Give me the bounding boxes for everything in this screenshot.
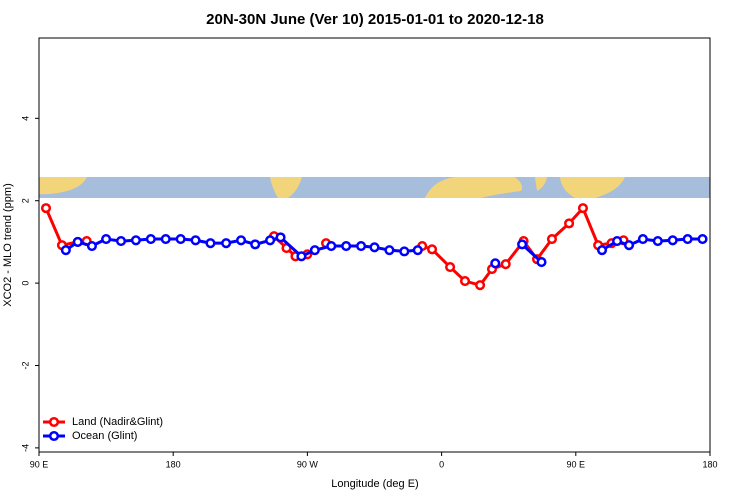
point <box>682 233 693 245</box>
point <box>697 233 708 245</box>
x-tick-label: 180 <box>166 459 181 469</box>
y-tick-label: 4 <box>20 116 30 121</box>
point <box>577 203 589 214</box>
point <box>546 233 557 245</box>
point <box>517 239 528 250</box>
point <box>536 257 547 268</box>
point <box>412 245 423 256</box>
point <box>399 246 410 257</box>
point <box>60 245 71 256</box>
point <box>445 261 456 273</box>
point <box>490 258 501 269</box>
point <box>427 244 438 255</box>
point <box>115 236 127 247</box>
point <box>459 275 471 287</box>
y-tick-label: -2 <box>20 361 30 369</box>
y-axis-label: XCO2 - MLO trend (ppm) <box>2 183 14 306</box>
point <box>309 245 320 256</box>
point <box>145 233 156 245</box>
point <box>384 245 395 256</box>
point <box>235 235 247 246</box>
point <box>596 245 608 256</box>
point <box>101 233 112 245</box>
point <box>40 203 52 214</box>
point <box>356 240 367 252</box>
x-tick-label: 90 E <box>30 459 49 469</box>
point <box>564 218 575 229</box>
point <box>275 232 286 243</box>
legend-marker <box>48 416 60 428</box>
point <box>326 240 337 252</box>
point <box>623 240 635 251</box>
plot-frame <box>38 37 711 453</box>
legend-label: Ocean (Glint) <box>72 430 137 442</box>
point <box>250 239 261 250</box>
chart-title: 20N-30N June (Ver 10) 2015-01-01 to 2020… <box>206 11 544 28</box>
point <box>160 233 171 245</box>
x-tick-label: 0 <box>439 459 444 469</box>
point <box>612 236 623 247</box>
point <box>500 259 511 270</box>
point <box>130 235 141 246</box>
point <box>86 240 97 252</box>
point <box>221 238 232 249</box>
x-tick-label: 90 E <box>567 459 586 469</box>
y-tick-label: -4 <box>20 444 30 452</box>
map-strip <box>39 177 710 198</box>
x-tick-label: 180 <box>702 459 717 469</box>
point <box>190 235 201 246</box>
point <box>667 235 678 246</box>
point <box>72 236 83 247</box>
legend-label: Land (Nadir&Glint) <box>72 416 163 428</box>
y-tick-label: 2 <box>20 198 30 203</box>
point <box>175 233 186 245</box>
point <box>341 240 352 252</box>
point <box>265 235 276 246</box>
x-axis-label: Longitude (deg E) <box>331 478 418 490</box>
x-tick-label: 90 W <box>297 459 319 469</box>
point <box>637 233 648 245</box>
point <box>652 236 663 247</box>
point <box>296 251 307 262</box>
point <box>205 238 216 249</box>
point <box>369 242 380 253</box>
point <box>475 280 486 291</box>
y-tick-label: 0 <box>20 281 30 286</box>
legend-marker <box>48 430 60 442</box>
